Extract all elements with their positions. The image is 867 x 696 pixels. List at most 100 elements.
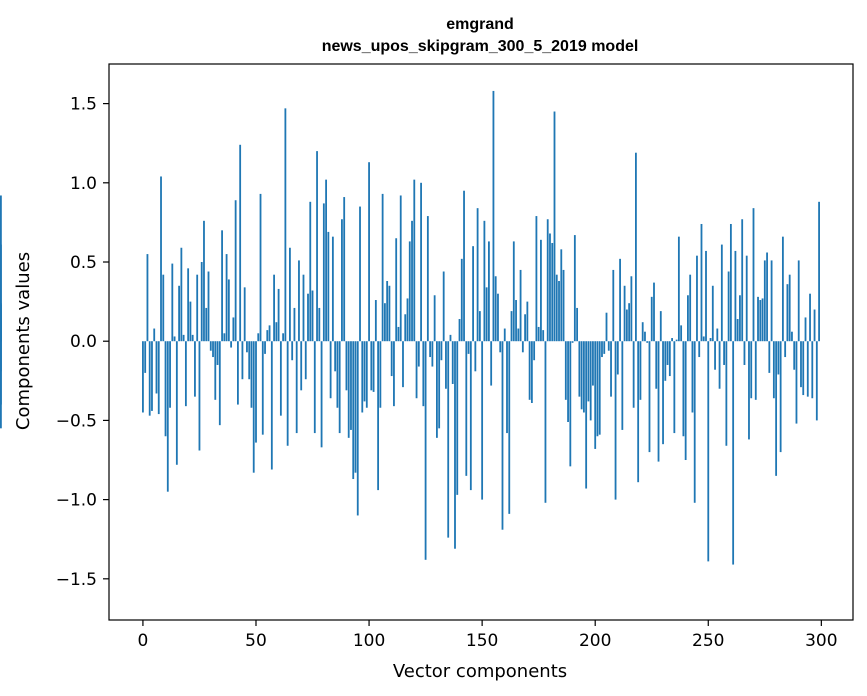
x-axis-label: Vector components [393,661,567,682]
ticks-layer: 0 50 100 150 200 250 300 −1.5 −1.0 −0.5 0.0 0.5 1.0 1… [56,95,838,651]
bar-51 [257,333,260,342]
bar-193 [578,341,581,397]
bar-198 [589,341,592,421]
bar-21 [189,301,192,342]
bar-102 [372,341,375,392]
bar-0 [142,341,144,413]
bar-246 [698,341,701,358]
bar-156 [494,276,497,342]
bar-98 [363,341,366,402]
bar-undefined [0,244,2,342]
bar-64 [286,341,289,446]
bar-254 [716,328,719,342]
bar-189 [569,341,572,467]
bar-110 [390,341,393,377]
bar-183 [555,274,558,342]
bar-188 [567,341,569,422]
bar-124 [422,341,425,407]
bar-42 [237,341,239,405]
x-tick-label: 200 [579,631,611,651]
bar-103 [374,300,377,342]
bar-163 [510,311,513,342]
bar-84 [331,236,334,342]
bar-165 [515,300,517,342]
bar-204 [603,341,606,354]
bar-37 [225,254,228,342]
bar-233 [668,341,671,377]
bar-292 [802,341,805,396]
bar-101 [370,341,373,391]
bar-23 [194,341,196,397]
bar-286 [788,274,791,342]
bar-122 [417,341,420,367]
bar-61 [279,341,282,416]
bar-19 [184,341,187,407]
bar-7 [157,341,160,415]
bar-123 [420,182,422,342]
bar-290 [797,260,800,342]
bar-86 [336,341,339,408]
chart-title-line-1: emgrand [446,16,514,33]
bar-26 [200,262,203,342]
bar-14 [173,336,176,342]
bar-43 [239,144,242,342]
bar-108 [386,281,389,342]
bar-115 [402,341,404,388]
bar-237 [677,236,680,342]
bar-95 [356,341,359,516]
bar-53 [261,341,264,435]
bar-56 [268,325,271,342]
bar-undefined [0,341,2,429]
bar-99 [365,341,368,408]
bar-28 [205,307,208,342]
bar-69 [298,260,300,342]
bar-212 [621,341,624,430]
bar-218 [635,152,637,342]
bar-208 [612,269,615,342]
bar-298 [815,341,818,421]
bar-20 [187,268,190,342]
bar-89 [343,197,346,342]
bar-41 [234,200,237,342]
bar-215 [628,303,631,342]
bar-81 [325,179,327,342]
bar-214 [625,309,628,342]
bar-180 [549,233,551,342]
bar-256 [720,244,723,342]
bar-184 [558,281,560,342]
bar-287 [791,331,793,342]
bar-265 [741,219,744,342]
bar-228 [657,341,660,462]
bar-250 [707,341,710,562]
bar-266 [743,341,746,365]
bar-294 [806,341,809,397]
bar-92 [350,341,352,430]
bar-284 [784,341,787,358]
bar-13 [171,263,174,342]
bar-5 [153,328,156,342]
bar-243 [691,341,694,413]
bar-226 [653,282,655,342]
bar-8 [160,176,162,342]
bar-191 [573,235,576,342]
bar-97 [361,341,364,413]
bar-104 [377,341,380,491]
bar-undefined [0,304,2,342]
bar-145 [469,341,472,491]
bar-29 [207,271,210,342]
bar-241 [687,295,689,342]
bar-151 [483,220,486,342]
bar-238 [680,325,683,342]
bar-83 [329,341,332,399]
bar-4 [151,341,153,411]
bar-178 [544,341,547,503]
bar-166 [517,328,520,342]
y-tick-label: −1.5 [56,570,97,590]
bar-62 [282,333,285,342]
bar-205 [605,312,608,342]
bar-70 [300,341,303,391]
bar-244 [693,341,696,503]
bar-278 [770,260,773,342]
bar-174 [535,216,538,342]
bar-107 [383,303,386,342]
